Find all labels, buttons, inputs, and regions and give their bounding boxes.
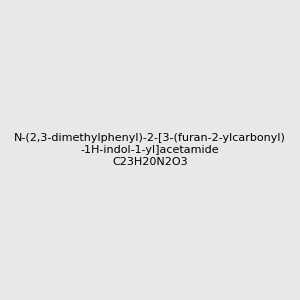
Text: N-(2,3-dimethylphenyl)-2-[3-(furan-2-ylcarbonyl)
-1H-indol-1-yl]acetamide
C23H20: N-(2,3-dimethylphenyl)-2-[3-(furan-2-ylc… — [14, 134, 286, 166]
